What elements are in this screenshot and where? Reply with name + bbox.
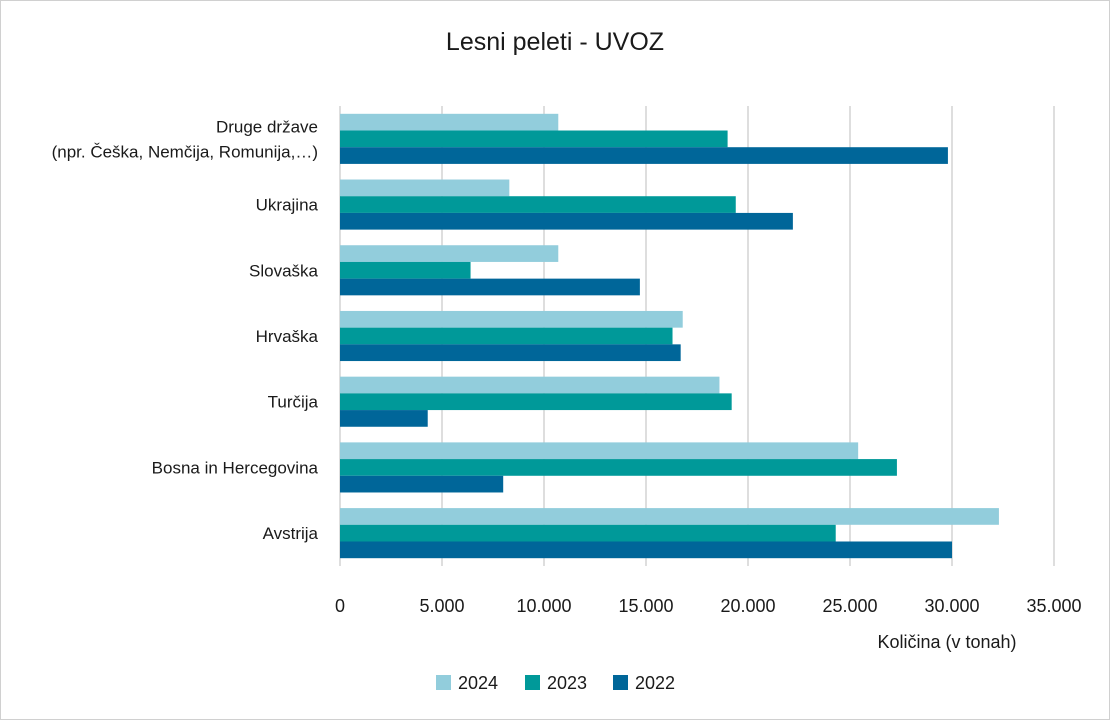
category-label: Druge države xyxy=(216,117,318,136)
bar-2022 xyxy=(340,278,640,296)
bar-2022 xyxy=(340,475,504,493)
category-label: Slovaška xyxy=(249,261,319,280)
bar-2023 xyxy=(340,524,836,542)
bar-2024 xyxy=(340,376,720,394)
x-tick-label: 25.000 xyxy=(822,596,877,616)
bar-2024 xyxy=(340,245,559,262)
x-tick-label: 30.000 xyxy=(924,596,979,616)
x-tick-label: 20.000 xyxy=(720,596,775,616)
x-tick-label: 15.000 xyxy=(618,596,673,616)
bar-2024 xyxy=(340,113,559,131)
legend-label: 2022 xyxy=(635,673,675,693)
legend-swatch-2022 xyxy=(613,675,628,690)
bar-2022 xyxy=(340,212,793,230)
legend-swatch-2024 xyxy=(436,675,451,690)
category-label: (npr. Češka, Nemčija, Romunija,…) xyxy=(52,142,318,161)
bar-2023 xyxy=(340,261,471,279)
bar-2023 xyxy=(340,393,732,411)
bar-2022 xyxy=(340,410,428,427)
bars xyxy=(340,113,999,559)
x-tick-label: 10.000 xyxy=(516,596,571,616)
x-axis-title: Količina (v tonah) xyxy=(877,632,1016,652)
bar-2024 xyxy=(340,179,510,197)
legend-label: 2024 xyxy=(458,673,498,693)
legend-label: 2023 xyxy=(547,673,587,693)
x-tick-label: 0 xyxy=(335,596,345,616)
bar-2023 xyxy=(340,196,736,213)
legend-swatch-2023 xyxy=(525,675,540,690)
category-label: Turčija xyxy=(268,393,319,412)
x-tick-labels: 0 5.000 10.000 15.000 20.000 25.000 30.000 35.0… xyxy=(335,596,1082,616)
bar-2022 xyxy=(340,541,952,559)
bar-2023 xyxy=(340,130,728,148)
category-label: Hrvaška xyxy=(256,327,319,346)
x-tick-label: 35.000 xyxy=(1026,596,1081,616)
chart-title: Lesni peleti - UVOZ xyxy=(446,28,664,56)
bar-2024 xyxy=(340,508,999,525)
bar-2024 xyxy=(340,442,859,460)
bar-2022 xyxy=(340,147,948,164)
category-label: Avstrija xyxy=(263,524,319,543)
category-label: Bosna in Hercegovina xyxy=(152,458,319,477)
category-label: Ukrajina xyxy=(256,196,319,215)
x-tick-label: 5.000 xyxy=(419,596,464,616)
legend: 2024 2023 2022 xyxy=(436,673,675,693)
category-labels: Druge države (npr. Češka, Nemčija, Romuni… xyxy=(52,117,319,543)
bar-2022 xyxy=(340,344,681,362)
bar-2023 xyxy=(340,327,673,345)
bar-2023 xyxy=(340,459,897,476)
bar-2024 xyxy=(340,310,683,328)
